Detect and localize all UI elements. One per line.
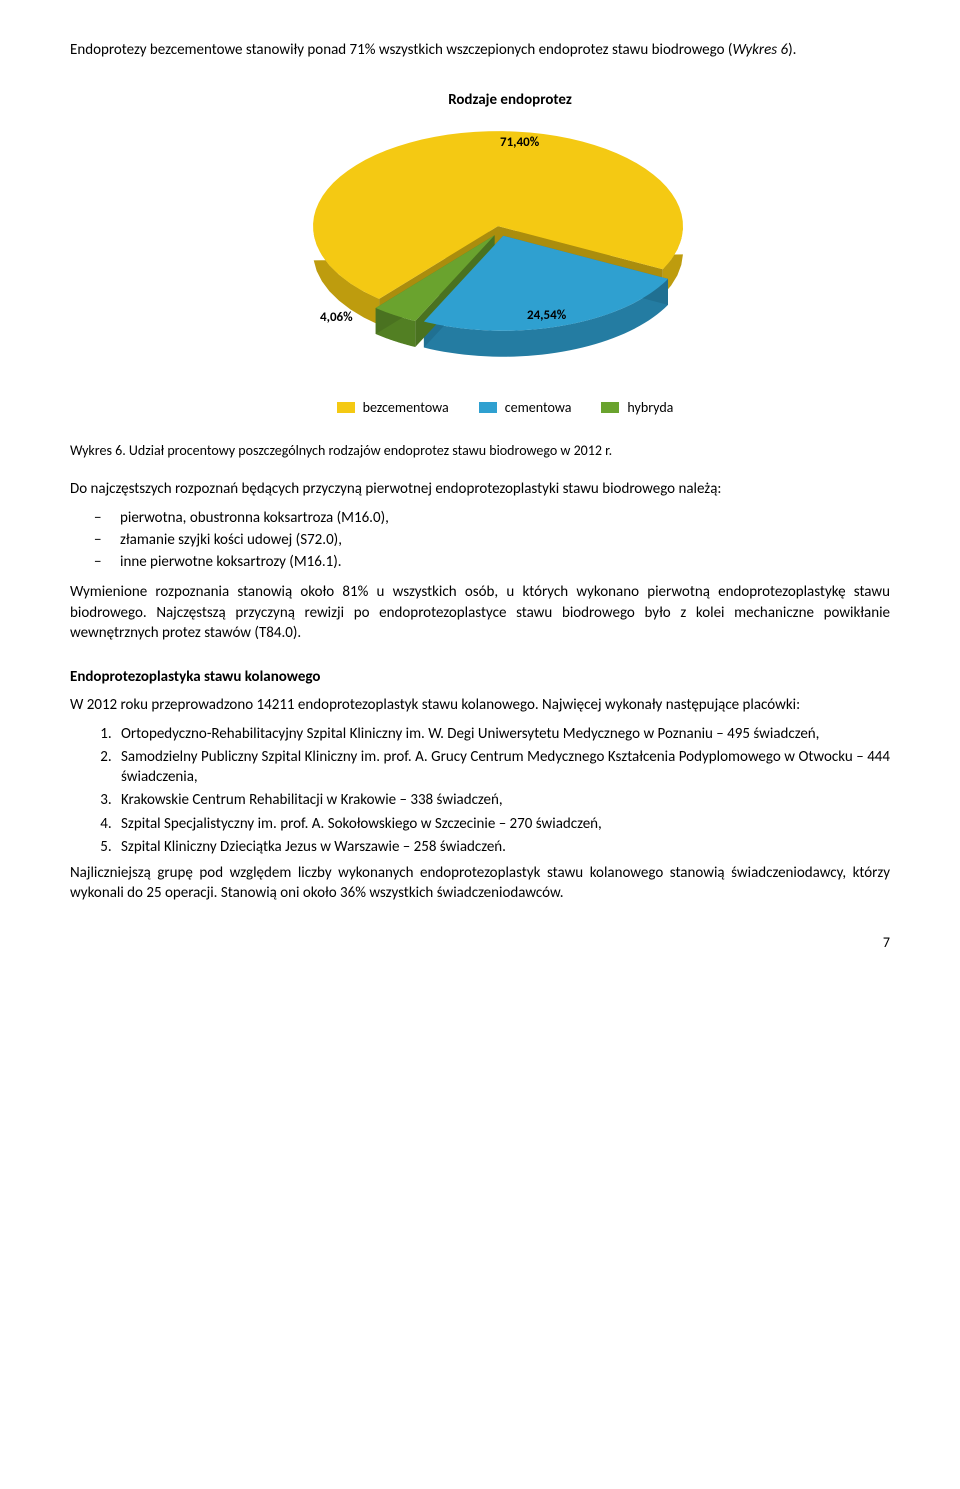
list-item: złamanie szyjki kości udowej (S72.0), (120, 530, 890, 550)
legend-item: cementowa (479, 399, 572, 418)
intro-paragraph: Endoprotezy bezcementowe stanowiły ponad… (70, 40, 890, 60)
legend-label: bezcementowa (363, 399, 449, 418)
intro-text-c: ). (788, 41, 796, 59)
legend-swatch (337, 402, 355, 413)
legend-label: hybryda (627, 399, 673, 418)
pie-slice-label: 24,54% (527, 307, 566, 325)
caption-text: Udział procentowy poszczególnych rodzajó… (126, 442, 612, 459)
list-item: Ortopedyczno-Rehabilitacyjny Szpital Kli… (115, 724, 890, 744)
caption-prefix: Wykres 6. (70, 442, 126, 459)
pie-slice-label: 71,40% (500, 134, 539, 152)
legend-item: hybryda (601, 399, 673, 418)
intro-text-a: Endoprotezy bezcementowe stanowiły ponad… (70, 41, 732, 59)
list-item: Samodzielny Publiczny Szpital Kliniczny … (115, 747, 890, 788)
section2-numbered-list: Ortopedyczno-Rehabilitacyjny Szpital Kli… (70, 724, 890, 858)
legend-item: bezcementowa (337, 399, 449, 418)
section1-list: pierwotna, obustronna koksartroza (M16.0… (70, 508, 890, 573)
legend-swatch (601, 402, 619, 413)
legend-swatch (479, 402, 497, 413)
figure-caption: Wykres 6. Udział procentowy poszczególny… (70, 442, 890, 461)
pie-slice-label: 4,06% (320, 309, 353, 327)
intro-figure-ref: Wykres 6 (732, 41, 788, 59)
section1-tail: Wymienione rozpoznania stanowią około 81… (70, 582, 890, 643)
chart-legend: bezcementowa cementowa hybryda (337, 399, 674, 418)
legend-label: cementowa (505, 399, 572, 418)
section2-heading: Endoprotezoplastyka stawu kolanowego (70, 667, 890, 687)
list-item: Szpital Specjalistyczny im. prof. A. Sok… (115, 814, 890, 834)
list-item: pierwotna, obustronna koksartroza (M16.0… (120, 508, 890, 528)
section2-tail: Najliczniejszą grupę pod względem liczby… (70, 863, 890, 904)
chart-title: Rodzaje endoprotez (448, 90, 572, 110)
list-item: Szpital Kliniczny Dzieciątka Jezus w War… (115, 837, 890, 857)
list-item: Krakowskie Centrum Rehabilitacji w Krako… (115, 790, 890, 810)
page-number: 7 (70, 934, 890, 953)
list-item: inne pierwotne koksartrozy (M16.1). (120, 552, 890, 572)
pie-chart-container: Rodzaje endoprotez 71,40% 24,54% 4,06% bez… (70, 90, 890, 417)
pie-chart-svg (220, 121, 780, 381)
section1-lead: Do najczęstszych rozpoznań będących przy… (70, 479, 890, 499)
section2-lead: W 2012 roku przeprowadzono 14211 endopro… (70, 695, 890, 715)
